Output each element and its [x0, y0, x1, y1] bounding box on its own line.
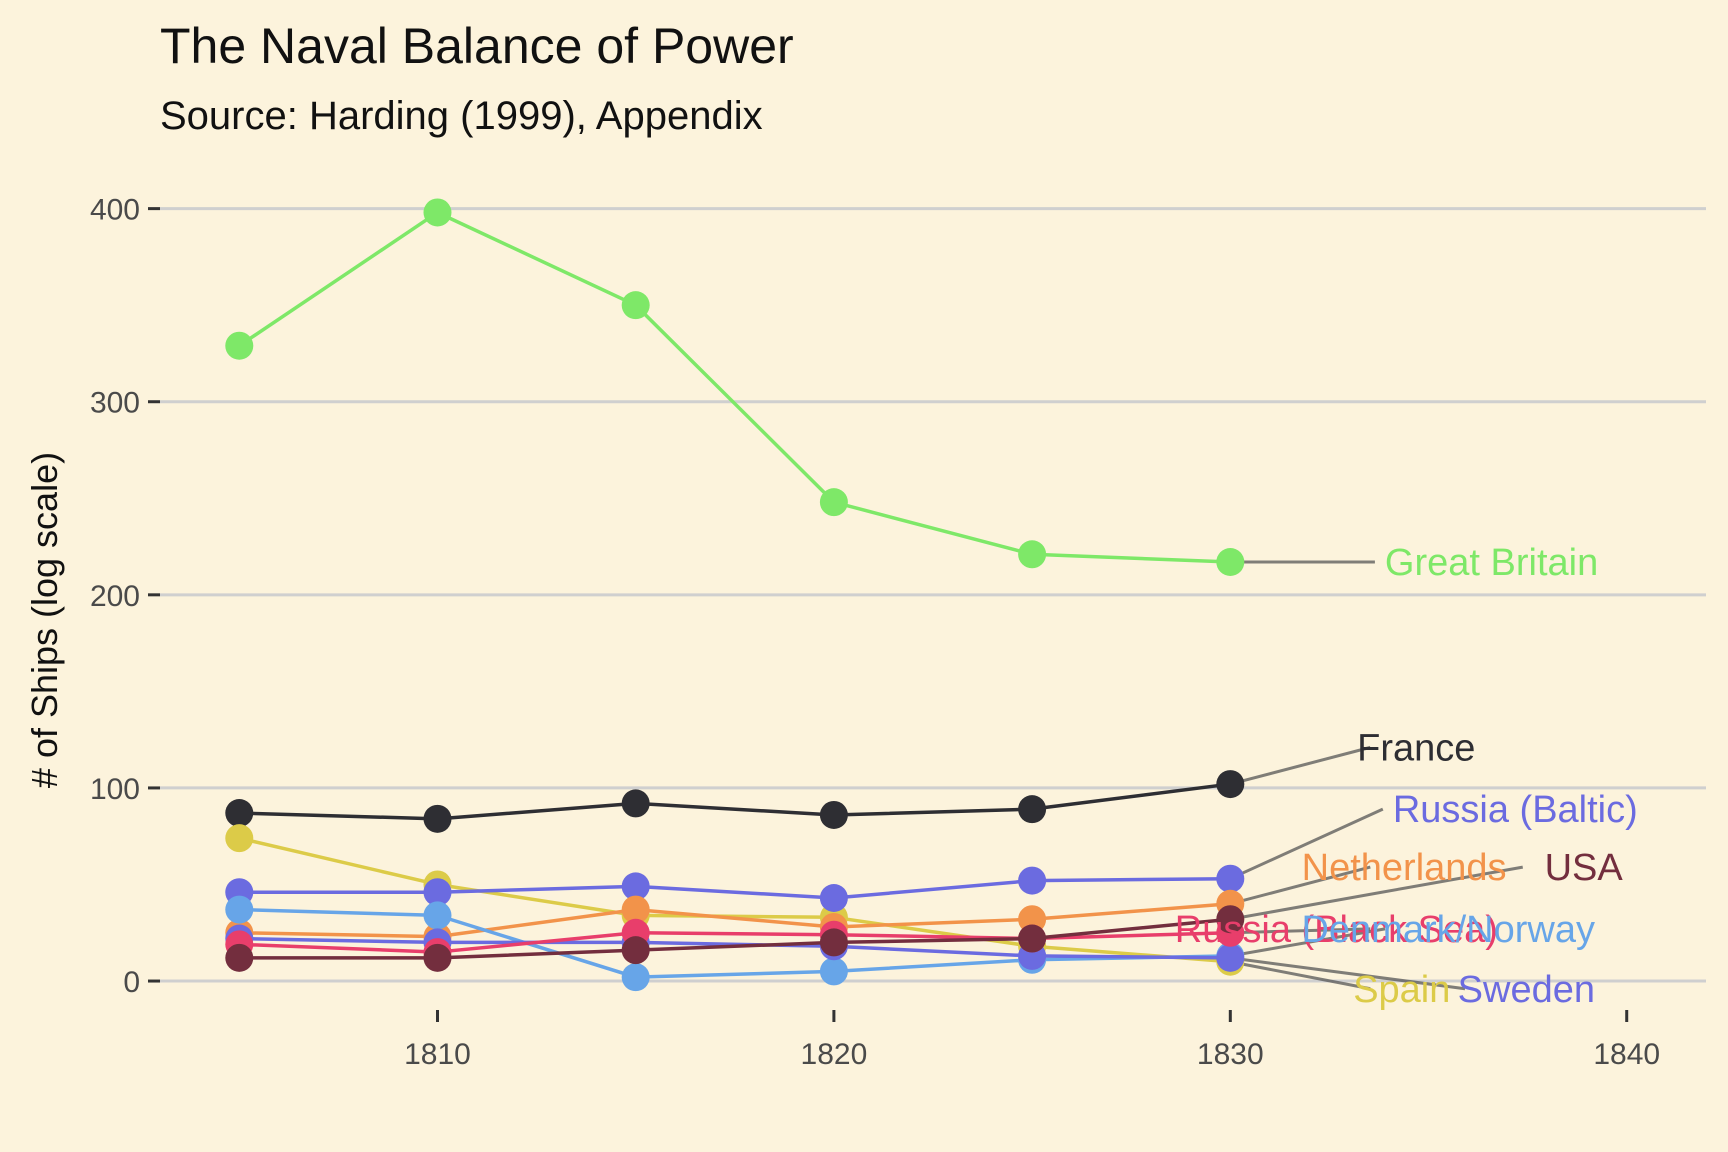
data-point: [225, 895, 254, 924]
series-line: [239, 782, 1231, 821]
series-label-denmark-norway: Denmark/Norway: [1301, 909, 1595, 951]
data-point: [1216, 864, 1245, 893]
data-point: [1216, 548, 1245, 576]
leader-line: [1229, 865, 1371, 906]
series-label-netherlands: Netherlands: [1302, 847, 1507, 889]
y-tick-label: 400: [90, 194, 140, 227]
data-point: [423, 878, 452, 907]
data-point: [621, 936, 650, 965]
gridlines: [160, 207, 1706, 983]
data-point: [1216, 905, 1245, 934]
series-spain: [225, 824, 1245, 976]
data-point: [225, 799, 254, 828]
leader-line: [1230, 927, 1386, 958]
leader-line: [1230, 865, 1524, 921]
data-point: [819, 800, 848, 829]
data-point: [225, 331, 254, 360]
data-point: [621, 789, 650, 818]
leader-line: [1230, 960, 1371, 991]
data-point: [423, 804, 452, 833]
data-point: [423, 943, 452, 972]
series-line: [239, 907, 1231, 979]
series-label-russia-baltic: Russia (Baltic): [1393, 789, 1638, 831]
data-point: [1018, 540, 1047, 569]
series-label-great-britain: Great Britain: [1385, 542, 1598, 584]
x-tick-label: 1810: [404, 1038, 471, 1071]
leader-line: [1229, 745, 1371, 786]
y-tick-label: 100: [90, 773, 140, 806]
series-labels: Great Britain France Russia (Baltic) Nether…: [1175, 542, 1638, 1011]
series-line: [238, 836, 1231, 964]
data-point: [819, 488, 848, 517]
data-point: [1018, 924, 1047, 953]
data-point: [819, 957, 848, 986]
series-france: [225, 770, 1245, 833]
data-point: [1018, 866, 1047, 895]
series-great-britain: [225, 198, 1245, 576]
data-point: [621, 872, 650, 901]
series-layer: [225, 198, 1245, 992]
data-point: [819, 884, 848, 912]
data-point: [225, 943, 254, 972]
y-tick-label: 200: [90, 580, 140, 613]
y-tick-label: 0: [123, 966, 140, 999]
data-point: [819, 928, 848, 957]
leader-line: [1230, 956, 1466, 991]
data-point: [423, 198, 452, 227]
series-line: [239, 902, 1231, 939]
x-tick-label: 1830: [1197, 1038, 1264, 1071]
chart-subtitle: Source: Harding (1999), Appendix: [160, 94, 763, 138]
series-line: [239, 936, 1231, 960]
series-label-russia-black-sea: Russia (Black Sea): [1175, 909, 1498, 951]
data-point: [1216, 770, 1245, 799]
data-point: [621, 291, 650, 320]
leader-line: [1229, 807, 1384, 881]
label-leader-lines: [1229, 560, 1524, 991]
series-label-sweden: Sweden: [1458, 969, 1595, 1011]
chart-title: The Naval Balance of Power: [160, 18, 794, 74]
y-tick-label: 300: [90, 387, 140, 420]
y-axis-title: # of Ships (log scale): [24, 452, 65, 788]
series-usa: [225, 905, 1245, 972]
series-line: [239, 917, 1231, 960]
series-line: [239, 931, 1231, 954]
series-label-france: France: [1357, 727, 1475, 769]
data-point: [1216, 943, 1245, 972]
axis-ticks: 0 100 200 300 400 1810 1820 1830 1840: [90, 194, 1660, 1071]
x-tick-label: 1840: [1593, 1038, 1660, 1071]
x-tick-label: 1820: [801, 1038, 868, 1071]
data-point: [621, 963, 650, 992]
data-point: [1018, 795, 1047, 824]
data-point: [621, 895, 650, 924]
data-point: [225, 824, 254, 853]
leader-line: [1230, 927, 1371, 935]
data-point: [1018, 905, 1047, 934]
series-line: [238, 210, 1231, 564]
series-line: [239, 876, 1231, 900]
series-label-spain: Spain: [1353, 969, 1450, 1011]
series-label-usa: USA: [1545, 847, 1624, 889]
data-point: [423, 901, 452, 930]
